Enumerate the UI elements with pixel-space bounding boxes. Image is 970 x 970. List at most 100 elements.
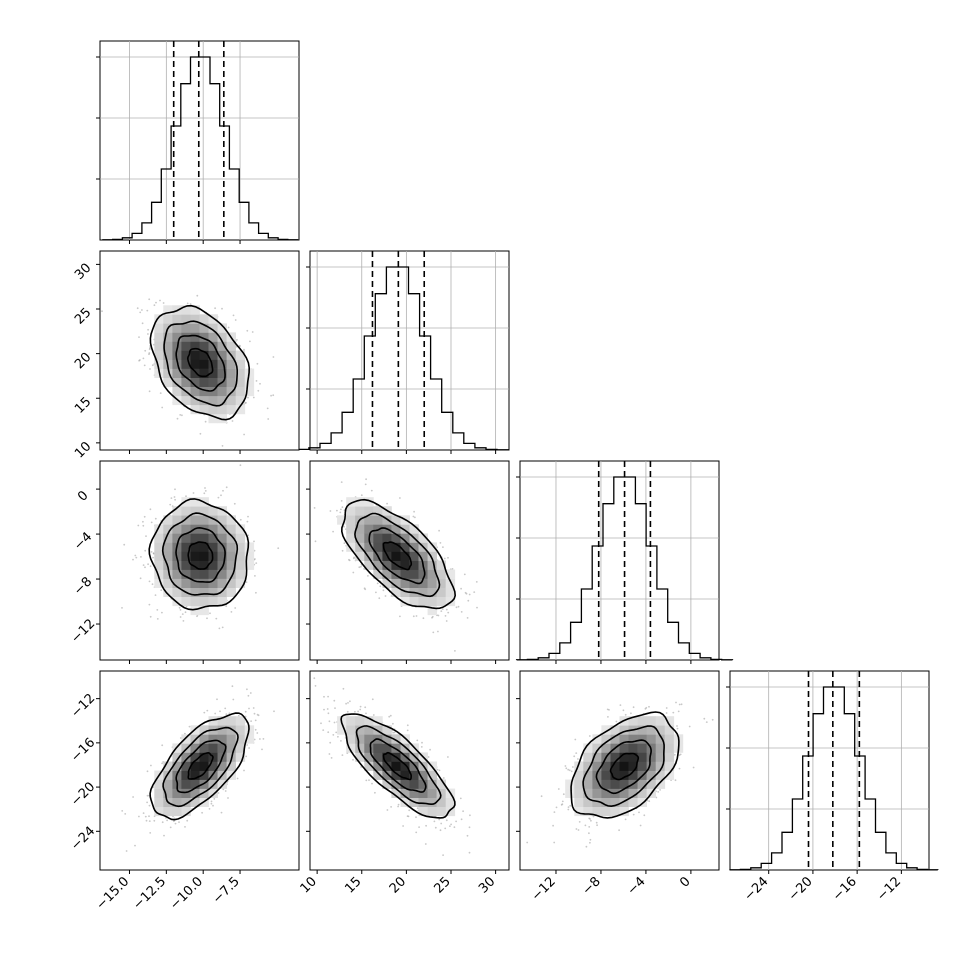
density-cell (610, 779, 620, 789)
density-cell (181, 314, 191, 324)
scatter-point (187, 457, 189, 459)
density-cell (391, 542, 401, 552)
density-cell (154, 533, 164, 543)
density-cell (364, 497, 374, 507)
scatter-point (142, 357, 145, 360)
scatter-point (323, 708, 325, 711)
scatter-point (340, 508, 342, 511)
density-cell (199, 605, 209, 616)
scatter-point (245, 755, 248, 758)
scatter-point (665, 712, 668, 714)
density-cell (181, 743, 191, 753)
density-cell (418, 770, 428, 780)
scatter-point (386, 809, 389, 811)
density-cell (355, 752, 365, 762)
density-cell (382, 533, 392, 543)
density-cell (235, 533, 246, 543)
density-cell (172, 506, 182, 516)
scatter-point (562, 793, 565, 796)
scatter-point (253, 540, 255, 543)
scatter-point (245, 581, 248, 583)
scatter-point (335, 731, 338, 734)
density-cell (400, 569, 410, 579)
scatter-point (220, 494, 222, 497)
density-cell (226, 386, 236, 397)
scatter-panel-3-1 (304, 670, 510, 874)
density-cell (235, 542, 246, 552)
scatter-point (134, 554, 137, 557)
density-cell (181, 770, 191, 780)
density-cell (427, 605, 437, 616)
density-cell (172, 788, 182, 798)
density-cell (409, 569, 419, 579)
contour-3-0-1 (175, 739, 227, 794)
density-cell (190, 569, 200, 579)
scatter-point (147, 328, 150, 331)
scatter-point (199, 432, 202, 435)
scatter-point (220, 811, 223, 814)
contour-2-1-1 (368, 527, 426, 585)
density-cell (373, 716, 383, 726)
scatter-point (146, 770, 149, 773)
scatter-point (439, 542, 442, 544)
scatter-point (169, 503, 172, 506)
density-cell (217, 551, 227, 561)
density-cell (217, 332, 227, 342)
density-cell (181, 332, 191, 342)
density-cell (226, 404, 236, 415)
scatter-point (577, 758, 579, 760)
scatter-point (460, 587, 462, 590)
ytick-label-1-2: 20 (72, 350, 94, 372)
scatter-point (304, 713, 306, 715)
ytick-label-3-3: −12 (68, 691, 98, 721)
density-cell (217, 779, 227, 789)
density-cell (637, 743, 647, 753)
density-cell (400, 551, 410, 561)
density-cell (199, 560, 209, 570)
scatter-panel-2-0 (96, 460, 300, 664)
contour-2-1-3 (340, 498, 457, 610)
density-cell (409, 524, 419, 534)
density-cell (217, 734, 227, 744)
scatter-point (334, 707, 336, 709)
scatter-point (382, 589, 385, 592)
scatter-point (447, 756, 449, 758)
scatter-point (408, 809, 411, 812)
scatter-point (204, 420, 207, 423)
density-cell (190, 350, 200, 360)
scatter-point (420, 746, 423, 748)
scatter-point (145, 819, 148, 822)
density-cell (664, 752, 675, 762)
density-cell (235, 359, 246, 369)
density-cell (373, 515, 383, 525)
density-cell (364, 761, 374, 771)
scatter-point (192, 492, 195, 494)
density-cell (190, 359, 200, 369)
density-cell (226, 515, 236, 525)
density-cell (364, 716, 374, 726)
density-cell (181, 305, 191, 315)
density-cell (619, 761, 629, 771)
scatter-point (436, 768, 439, 771)
density-cell (208, 368, 218, 378)
scatter-point (138, 359, 141, 362)
density-cell (154, 314, 164, 324)
density-cell (172, 533, 182, 543)
density-cell (346, 524, 356, 534)
scatter-point (174, 488, 176, 491)
scatter-point (140, 556, 142, 558)
density-cell (181, 797, 191, 807)
density-cell (235, 386, 246, 397)
density-cell (619, 743, 629, 753)
density-cell (226, 761, 236, 771)
density-cell (199, 386, 209, 397)
scatter-point (673, 753, 676, 756)
density-cell (628, 788, 638, 798)
density-cell (172, 761, 182, 771)
density-cell (199, 506, 209, 516)
scatter-point (224, 707, 227, 710)
density-cell (235, 404, 246, 415)
scatter-point (329, 510, 332, 512)
density-cell (226, 524, 236, 534)
